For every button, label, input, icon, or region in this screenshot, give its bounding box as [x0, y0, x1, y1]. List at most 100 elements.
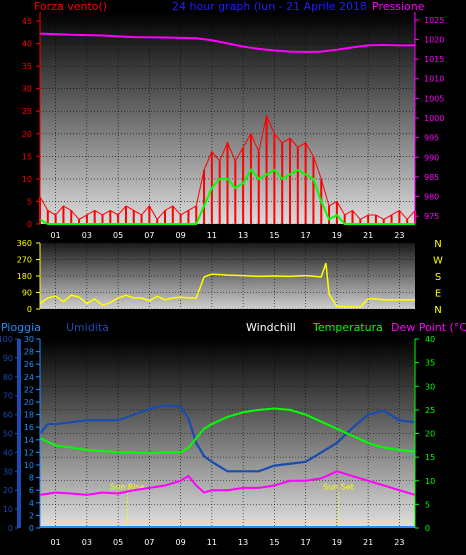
hour-tick-label: 19	[332, 538, 342, 547]
wind-tick-label: 25	[22, 107, 32, 116]
pressure-tick-label: 1010	[424, 75, 444, 84]
temperature-tick-label: 35	[425, 359, 435, 368]
humidity-tick-label: 100	[0, 335, 13, 344]
hour-tick-label: 05	[113, 538, 123, 547]
wind-tick-label: 30	[22, 85, 32, 94]
hour-tick-label: 19	[332, 231, 342, 240]
humidity-tick-label: 20	[3, 486, 13, 495]
rain-tick-label: 10	[24, 461, 34, 470]
temperature-tick-label: 30	[425, 382, 435, 391]
rain-tick-label: 16	[24, 423, 34, 432]
rain-tick-label: 8	[29, 474, 34, 483]
humidity-tick-label: 30	[3, 467, 13, 476]
humidity-tick-label: 40	[3, 448, 13, 457]
pressure-tick-label: 1005	[424, 94, 444, 103]
hour-tick-label: 07	[144, 538, 154, 547]
pressure-tick-label: 1020	[424, 35, 444, 44]
dew-point-line	[39, 470, 416, 496]
wind-speed-line	[39, 168, 415, 225]
wind-direction-line	[39, 262, 415, 308]
compass-label: E	[435, 289, 441, 300]
humidity-tick-label: 60	[3, 411, 13, 420]
compass-label: W	[433, 256, 443, 267]
temperature-axes: 0510152025303540010203040506070809010002…	[0, 335, 435, 547]
compass-label: N	[434, 305, 441, 316]
pressure-tick-label: 1000	[424, 114, 444, 123]
gust-line	[39, 114, 416, 221]
wind-tick-label: 10	[22, 175, 32, 184]
pressure-tick-label: 980	[424, 193, 439, 202]
rain-tick-label: 12	[24, 448, 34, 457]
humidity-tick-label: 0	[8, 524, 13, 533]
pressure-axis-label: Pressione	[372, 0, 425, 13]
hour-tick-label: 13	[238, 231, 248, 240]
rain-tick-label: 2	[29, 511, 34, 520]
chart-title: 24 hour graph (lun - 21 Aprile 2018	[172, 0, 367, 13]
temperature-series: Sun Rise Sun Set	[39, 404, 416, 528]
wind-tick-label: 45	[22, 17, 32, 26]
hour-tick-label: 01	[51, 231, 61, 240]
rain-tick-label: 14	[24, 436, 34, 445]
hour-tick-label: 13	[238, 538, 248, 547]
direction-tick-label: 270	[17, 256, 32, 265]
temperature-tick-label: 20	[425, 430, 435, 439]
hour-tick-label: 09	[176, 538, 186, 547]
direction-series	[39, 262, 415, 308]
legend-windchill: Windchill	[246, 321, 296, 334]
legend-dew-point: Dew Point (°C)	[391, 321, 466, 334]
legend-humidity: Umidita	[66, 321, 109, 334]
hour-tick-label: 17	[301, 538, 311, 547]
temperature-tick-label: 15	[425, 453, 435, 462]
sunrise-label: Sun Rise	[110, 483, 145, 492]
hour-tick-label: 23	[394, 538, 404, 547]
temperature-tick-label: 0	[425, 524, 430, 533]
rain-tick-label: 20	[24, 398, 34, 407]
hour-tick-label: 03	[82, 231, 92, 240]
sunset-label: Sun Set	[323, 483, 354, 492]
direction-tick-label: 0	[27, 305, 32, 314]
hour-tick-label: 03	[82, 538, 92, 547]
hour-tick-label: 01	[51, 538, 61, 547]
pressure-tick-label: 995	[424, 134, 439, 143]
hour-tick-label: 15	[269, 231, 279, 240]
rain-tick-label: 24	[24, 373, 34, 382]
hour-tick-label: 07	[144, 231, 154, 240]
temperature-tick-label: 25	[425, 406, 435, 415]
direction-tick-label: 180	[17, 272, 32, 281]
pressure-tick-label: 975	[424, 212, 439, 221]
rain-tick-label: 4	[29, 499, 34, 508]
wind-tick-label: 20	[22, 130, 32, 139]
wind-tick-label: 5	[27, 197, 32, 206]
hour-tick-label: 11	[207, 538, 217, 547]
wind-axis-label: Forza vento()	[34, 0, 107, 13]
temperature-tick-label: 10	[425, 477, 435, 486]
pressure-tick-label: 985	[424, 173, 439, 182]
legend-rain: Pioggia	[1, 321, 41, 334]
wind-tick-label: 15	[22, 152, 32, 161]
hour-tick-label: 21	[363, 231, 373, 240]
hour-tick-label: 05	[113, 231, 123, 240]
temperature-tick-label: 40	[425, 335, 435, 344]
pressure-tick-label: 1025	[424, 16, 444, 25]
hour-tick-label: 09	[176, 231, 186, 240]
hour-tick-label: 15	[269, 538, 279, 547]
rain-tick-label: 26	[24, 360, 34, 369]
humidity-line	[39, 404, 416, 473]
temperature-line	[39, 407, 416, 455]
direction-tick-label: 360	[17, 239, 32, 248]
wind-tick-label: 35	[22, 62, 32, 71]
hour-tick-label: 11	[207, 231, 217, 240]
hour-tick-label: 17	[301, 231, 311, 240]
wind-pressure-axes: 0510152025303540459759809859909951000100…	[22, 12, 444, 240]
legend-temperature: Temperatura	[312, 321, 383, 334]
rain-tick-label: 18	[24, 411, 34, 420]
compass-label: N	[434, 239, 441, 250]
pressure-line	[39, 32, 415, 54]
humidity-tick-label: 70	[3, 392, 13, 401]
humidity-tick-label: 90	[3, 354, 13, 363]
compass-label: S	[435, 272, 441, 283]
humidity-tick-label: 80	[3, 373, 13, 382]
rain-tick-label: 30	[24, 335, 34, 344]
